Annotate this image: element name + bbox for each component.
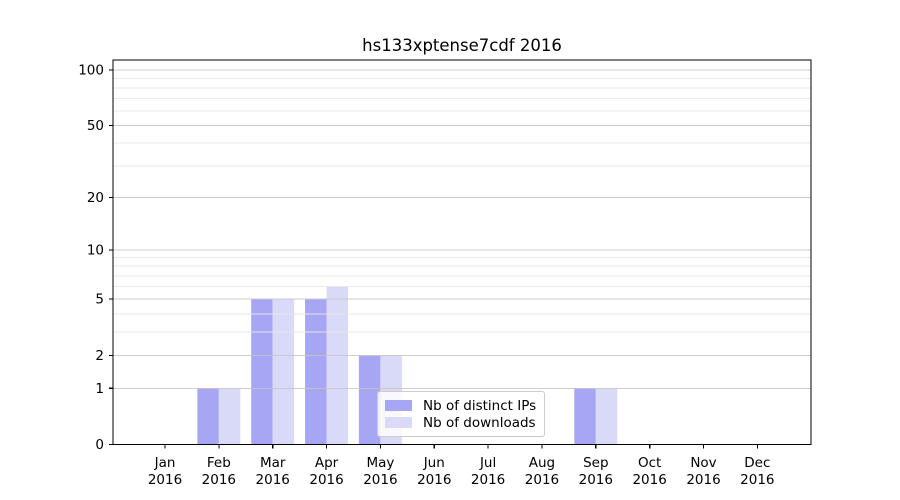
legend-swatch-distinct-ips xyxy=(385,400,412,411)
y-tick-label: 2 xyxy=(95,348,104,364)
axes-spines xyxy=(112,59,812,446)
x-tick-label-year: 2016 xyxy=(740,472,774,488)
bar-downloads xyxy=(595,388,618,445)
x-tick-label-month: Nov xyxy=(690,455,716,471)
x-tick-label-month: Jan xyxy=(154,455,176,471)
x-tick-label-month: Dec xyxy=(744,455,770,471)
x-tick-label-month: Mar xyxy=(260,455,286,471)
x-tick-label-month: Feb xyxy=(207,455,231,471)
legend-label-downloads: Nb of downloads xyxy=(423,414,536,431)
y-tick-label: 20 xyxy=(87,190,104,206)
x-tick-label-year: 2016 xyxy=(525,472,559,488)
x-tick-label-year: 2016 xyxy=(202,472,236,488)
bar-downloads xyxy=(272,299,295,445)
y-tick-label: 5 xyxy=(95,292,104,308)
bar-distinct-ips xyxy=(358,355,381,445)
chart-title: hs133xptense7cdf 2016 xyxy=(362,36,562,55)
legend: Nb of distinct IPs Nb of downloads xyxy=(377,391,545,437)
x-tick-label-year: 2016 xyxy=(256,472,290,488)
x-tick-label-month: May xyxy=(366,455,394,471)
y-tick-label: 100 xyxy=(78,63,104,79)
x-tick-label-year: 2016 xyxy=(471,472,505,488)
legend-entry-downloads: Nb of downloads xyxy=(385,414,537,431)
y-tick-label: 50 xyxy=(87,118,104,134)
x-tick-label-year: 2016 xyxy=(579,472,613,488)
x-tick-label-year: 2016 xyxy=(309,472,343,488)
legend-swatch-downloads xyxy=(385,417,412,428)
x-tick-label-year: 2016 xyxy=(632,472,666,488)
bar-distinct-ips xyxy=(197,388,219,445)
x-tick-label-year: 2016 xyxy=(417,472,451,488)
x-tick-label-month: Oct xyxy=(638,455,661,471)
y-tick-label: 10 xyxy=(87,242,104,258)
x-tick-label-month: Sep xyxy=(583,455,608,471)
x-tick-label-year: 2016 xyxy=(148,472,182,488)
x-tick-label-month: Apr xyxy=(315,455,339,471)
y-tick-label: 0 xyxy=(95,437,104,453)
bar-distinct-ips xyxy=(251,299,273,445)
bar-downloads xyxy=(218,388,241,445)
bar-distinct-ips xyxy=(574,388,596,445)
x-tick-label-month: Jul xyxy=(479,455,496,471)
bar-downloads xyxy=(326,286,349,445)
bar-distinct-ips xyxy=(305,299,327,445)
legend-label-distinct-ips: Nb of distinct IPs xyxy=(423,397,537,414)
legend-entry-distinct-ips: Nb of distinct IPs xyxy=(385,397,537,414)
y-tick-label: 1 xyxy=(95,381,104,397)
x-tick-label-year: 2016 xyxy=(363,472,397,488)
x-tick-label-month: Jun xyxy=(423,455,445,471)
x-tick-label-year: 2016 xyxy=(686,472,720,488)
x-tick-label-month: Aug xyxy=(529,455,555,471)
